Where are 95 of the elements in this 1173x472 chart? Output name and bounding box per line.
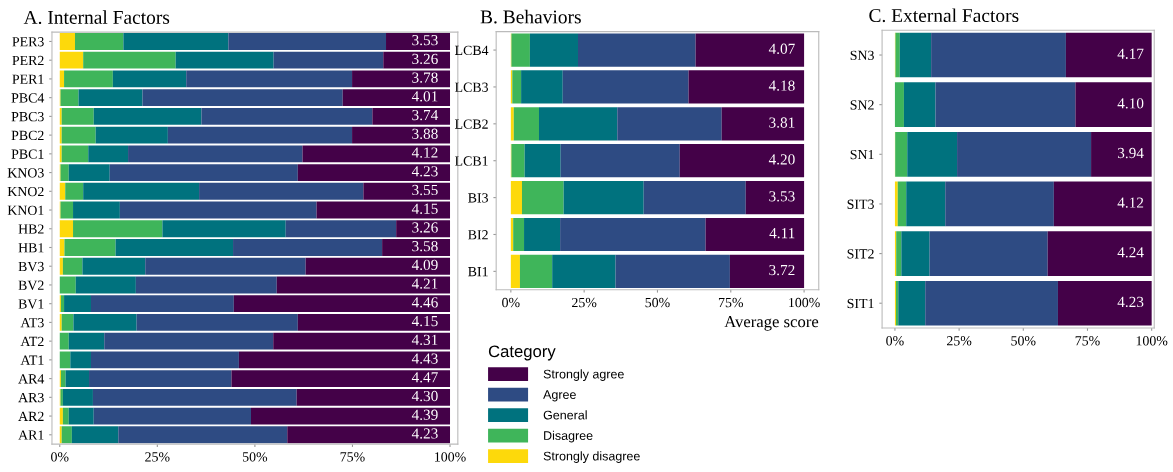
- annotation: 3.74: [412, 109, 439, 121]
- y-tick-label: BV2: [18, 280, 44, 290]
- y-tick-label: KNO1: [7, 205, 44, 215]
- y-tick-label: PBC2: [11, 130, 44, 141]
- annotation: 3.72: [769, 264, 795, 276]
- y-tick-label: HB2: [18, 224, 44, 234]
- y-tick-label: SIT1: [847, 298, 874, 309]
- y-tick-label: AR1: [18, 430, 44, 440]
- y-tick-label: HB1: [18, 243, 44, 253]
- y-tick-label: PBC3: [11, 112, 44, 122]
- y-tick-label: BI1: [468, 267, 488, 277]
- legend-label: Strongly agree: [543, 369, 624, 381]
- legend-label: General: [543, 410, 587, 420]
- x-tick-label: 25%: [145, 452, 170, 462]
- y-tick-label: KNO2: [7, 186, 44, 197]
- y-tick-label: AT2: [20, 336, 44, 346]
- y-tick-label: SIT2: [847, 249, 874, 259]
- y-tick-label: PBC4: [11, 93, 45, 103]
- annotation: 3.78: [412, 72, 438, 83]
- annotation: 4.11: [769, 228, 795, 239]
- y-tick-label: LCB3: [454, 82, 488, 92]
- x-tick-label: 100%: [789, 297, 820, 308]
- legend-title: Category: [488, 345, 556, 361]
- chart-title: B. Behaviors: [480, 9, 581, 24]
- annotation: 4.18: [768, 80, 795, 91]
- y-tick-label: AR3: [18, 392, 44, 403]
- y-tick-label: SN1: [850, 149, 874, 160]
- annotation: 4.39: [411, 409, 438, 420]
- annotation: 4.23: [411, 428, 438, 439]
- annotation: 4.47: [411, 372, 438, 383]
- annotation: 3.53: [769, 191, 795, 202]
- annotation: 3.81: [769, 117, 795, 128]
- y-tick-label: SIT3: [847, 199, 874, 209]
- x-tick-label: 75%: [1075, 336, 1100, 346]
- annotation: 3.94: [1117, 147, 1144, 159]
- annotation: 4.23: [1117, 296, 1144, 308]
- y-tick-label: PBC1: [11, 149, 44, 159]
- annotation: 3.55: [412, 184, 438, 196]
- annotation: 3.26: [412, 53, 438, 65]
- annotation: 3.88: [412, 128, 438, 139]
- y-tick-label: KNO3: [7, 168, 44, 178]
- y-tick-label: AT1: [20, 355, 44, 365]
- annotation: 4.46: [411, 297, 438, 308]
- y-tick-label: LCB2: [454, 119, 488, 129]
- annotation: 3.58: [412, 241, 438, 252]
- y-tick-label: BI2: [468, 230, 488, 240]
- annotation: 4.21: [411, 278, 438, 289]
- y-tick-label: BV1: [18, 299, 44, 309]
- x-tick-label: 0%: [886, 336, 904, 346]
- y-tick-label: SN3: [850, 50, 874, 60]
- annotation: 4.15: [411, 203, 438, 214]
- chart-title: A. Internal Factors: [23, 10, 170, 25]
- annotation: 4.23: [411, 166, 438, 177]
- y-tick-label: SN2: [850, 100, 874, 110]
- x-tick-label: 25%: [947, 336, 972, 346]
- x-axis-title: Average score: [724, 316, 819, 331]
- chart-title: C. External Factors: [869, 8, 1019, 23]
- annotation: 4.10: [1117, 98, 1144, 109]
- y-tick-label: PER1: [12, 74, 44, 84]
- x-tick-label: 75%: [718, 297, 744, 308]
- y-tick-label: LCB1: [454, 156, 488, 166]
- annotation: 3.26: [412, 222, 438, 233]
- annotation: 4.01: [411, 91, 438, 102]
- annotation: 4.30: [411, 390, 438, 402]
- legend-label: Disagree: [544, 430, 593, 443]
- legend-label: Agree: [543, 390, 576, 402]
- annotation: 4.43: [411, 353, 438, 364]
- y-tick-label: PER2: [12, 55, 44, 66]
- x-tick-label: 0%: [502, 297, 520, 308]
- x-tick-label: 50%: [242, 452, 268, 462]
- x-tick-label: 75%: [340, 452, 365, 462]
- annotation: 4.24: [1117, 247, 1144, 258]
- x-tick-label: 50%: [645, 297, 670, 308]
- annotation: 4.09: [411, 259, 438, 271]
- annotation: 4.12: [411, 147, 438, 158]
- y-tick-label: AR4: [18, 374, 45, 384]
- annotation: 4.20: [768, 154, 795, 165]
- y-tick-label: AT3: [20, 318, 44, 328]
- y-tick-label: BV3: [18, 261, 44, 272]
- annotation: 4.07: [768, 43, 795, 54]
- annotation: 4.12: [1117, 197, 1144, 208]
- annotation: 4.31: [411, 334, 438, 346]
- x-tick-label: 50%: [1011, 336, 1036, 346]
- annotation: 4.17: [1117, 48, 1144, 59]
- x-tick-label: 100%: [435, 452, 466, 462]
- annotation: 4.15: [411, 316, 438, 327]
- x-tick-label: 100%: [1136, 336, 1168, 346]
- y-tick-label: BI3: [468, 193, 488, 203]
- y-tick-label: PER3: [12, 37, 44, 47]
- annotation: 3.53: [412, 35, 438, 46]
- x-tick-label: 25%: [572, 297, 597, 308]
- y-tick-label: AR2: [18, 411, 44, 421]
- y-tick-label: LCB4: [454, 45, 489, 56]
- legend-label: Strongly disagree: [543, 451, 640, 463]
- x-tick-label: 0%: [51, 452, 69, 462]
